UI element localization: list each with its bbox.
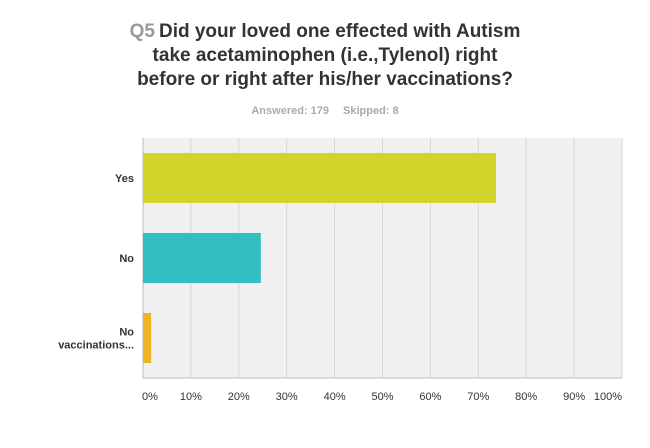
bar (143, 233, 261, 283)
tick-label: 10% (180, 391, 202, 403)
tick-label: 100% (594, 391, 622, 403)
tick-label: 40% (324, 391, 346, 403)
question-line-2: take acetaminophen (i.e.,Tylenol) right (152, 45, 498, 66)
answered-count: Answered: 179 (251, 105, 330, 117)
question-number: Q5 (129, 21, 155, 42)
chart-title: Q5 Did your loved one effected with Autis… (100, 20, 550, 92)
tick-label: 20% (228, 391, 250, 403)
tick-label: 50% (371, 391, 393, 403)
category-label: No (119, 253, 134, 265)
question-line-3: before or right after his/her vaccinatio… (137, 69, 513, 90)
category-label: No vaccinations... (58, 327, 134, 352)
question-line-1: Did your loved one effected with Autism (158, 21, 521, 42)
tick-label: 0% (142, 391, 158, 403)
tick-label: 60% (419, 391, 441, 403)
tick-label: 80% (515, 391, 537, 403)
tick-label: 90% (563, 391, 585, 403)
skipped-count: Skipped: 8 (343, 105, 399, 117)
category-label: Yes (115, 173, 134, 185)
bar (143, 153, 497, 203)
tick-label: 30% (276, 391, 298, 403)
tick-label: 70% (467, 391, 489, 403)
response-stats: Answered: 179 Skipped: 8 (0, 105, 650, 117)
bar (143, 313, 152, 363)
